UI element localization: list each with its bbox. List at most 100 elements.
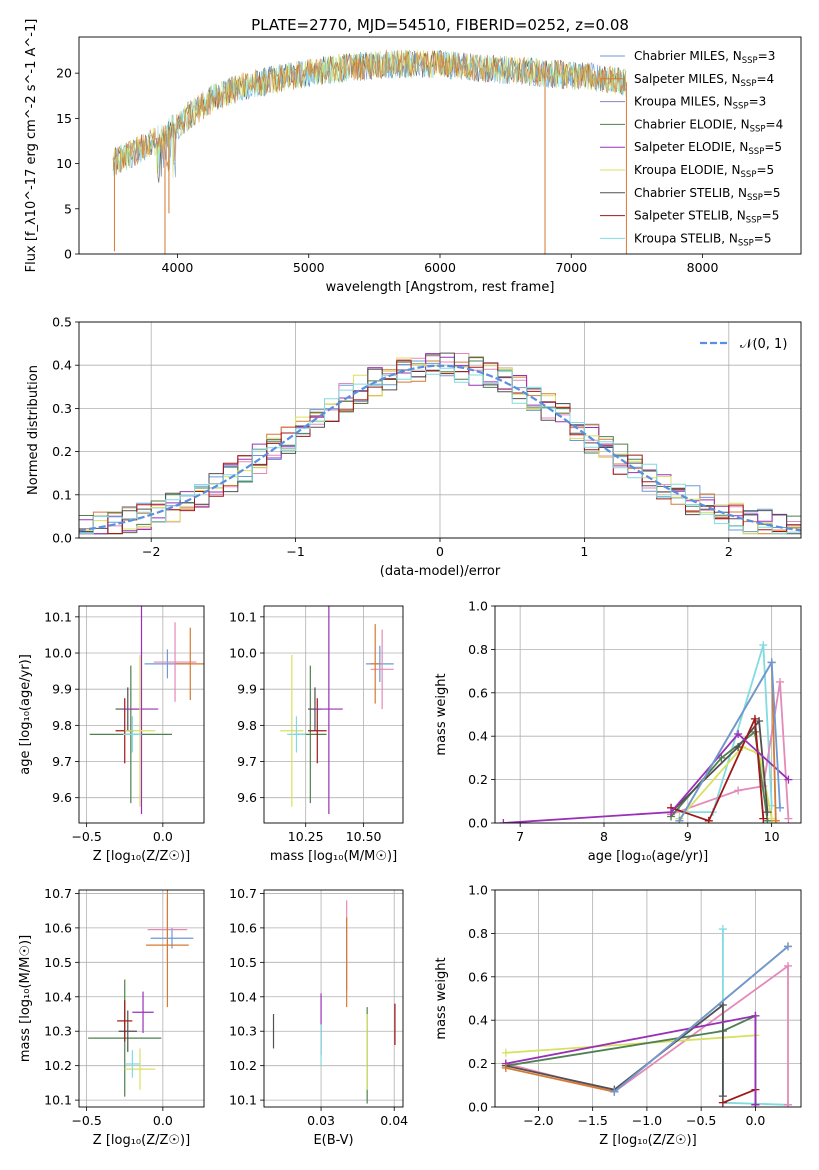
axes-age_vs_Z: −0.5 0.0 9.6 9.7 9.8 9.9 10.0 10.1 Z [log₁₀(Z/Z☉… bbox=[18, 605, 205, 864]
y-tick-label: 10.1 bbox=[229, 609, 257, 624]
y-tick-label: 10.6 bbox=[44, 920, 72, 935]
errorbar-point bbox=[370, 624, 380, 704]
legend-entry: Salpeter STELIB, NSSP=5 bbox=[600, 209, 779, 226]
legend-entry: Kroupa MILES, NSSP=3 bbox=[600, 95, 766, 112]
plot-area-mass_vs_Z bbox=[88, 890, 194, 1097]
y-tick-label: 10.0 bbox=[229, 646, 257, 661]
y-tick-label: 0.2 bbox=[468, 772, 488, 787]
gaussian-curve bbox=[79, 364, 801, 532]
spectrum-line bbox=[112, 49, 627, 176]
x-tick-label: 1 bbox=[580, 544, 588, 559]
weight-marker bbox=[784, 775, 793, 784]
y-tick-label: 10.3 bbox=[229, 1024, 257, 1039]
x-tick-label: 0.04 bbox=[380, 1113, 408, 1128]
x-tick-label: −1.5 bbox=[577, 1113, 607, 1128]
legend-label: Chabrier MILES, NSSP=3 bbox=[634, 49, 775, 66]
x-tick-label: −0.5 bbox=[71, 829, 101, 844]
plot-area-weight_vs_age bbox=[499, 641, 793, 823]
x-tick-label: 7 bbox=[516, 829, 524, 844]
axes-weight_vs_Z: −2.0 −1.5 −1.0 −0.5 0.0 0.0 0.2 0.4 0.6 0.8 1.0 Z [… bbox=[434, 883, 802, 1148]
weight-marker bbox=[767, 658, 776, 667]
y-tick-label: 0.8 bbox=[468, 642, 488, 657]
y-tick-label: 0.8 bbox=[468, 926, 488, 941]
y-tick-label: 10.7 bbox=[229, 886, 257, 901]
errorbar-point bbox=[287, 716, 306, 753]
x-tick-label: 0.0 bbox=[153, 829, 173, 844]
x-tick-label: 0.03 bbox=[307, 1113, 335, 1128]
y-tick-label: 9.9 bbox=[52, 682, 72, 697]
y-axis-label: Flux [f_λ10^-17 erg cm^-2 s^-1 A^-1] bbox=[24, 19, 39, 273]
y-tick-label: 9.7 bbox=[52, 754, 72, 769]
weight-marker bbox=[751, 1100, 760, 1107]
y-tick-label: 0.5 bbox=[52, 315, 72, 330]
errorbar-point bbox=[124, 1050, 140, 1078]
weight-marker bbox=[763, 816, 772, 823]
x-tick-label: −1 bbox=[286, 544, 304, 559]
weight-marker bbox=[675, 816, 684, 823]
legend-label: 𝒩(0, 1) bbox=[740, 337, 787, 352]
weight-marker bbox=[718, 1001, 727, 1010]
weight-marker bbox=[667, 808, 676, 817]
weight-marker bbox=[771, 816, 780, 823]
y-tick-label: 15 bbox=[56, 111, 72, 126]
weight-marker bbox=[501, 1063, 510, 1072]
x-tick-label: 10 bbox=[764, 829, 780, 844]
axes-frame bbox=[494, 605, 802, 824]
x-axis-label: Z [log₁₀(Z/Z☉)] bbox=[93, 1133, 190, 1148]
y-tick-label: 10.6 bbox=[229, 920, 257, 935]
x-tick-label: 0.0 bbox=[745, 1113, 765, 1128]
weight-marker bbox=[759, 641, 768, 650]
y-tick-label: 0.6 bbox=[468, 969, 488, 984]
errorbar-point bbox=[132, 991, 154, 1033]
errorbar-point bbox=[117, 1000, 133, 1042]
weight-marker bbox=[501, 1048, 510, 1057]
histogram-series bbox=[79, 367, 801, 535]
y-tick-label: 9.8 bbox=[52, 718, 72, 733]
x-tick-label: 10.25 bbox=[288, 829, 324, 844]
y-axis-label: mass weight bbox=[434, 957, 449, 1039]
axes-frame bbox=[78, 889, 205, 1108]
x-tick-label: 8000 bbox=[687, 260, 719, 275]
legend-entry: Chabrier STELIB, NSSP=5 bbox=[600, 186, 781, 203]
x-axis-label: Z [log₁₀(Z/Z☉)] bbox=[93, 849, 190, 864]
weight-marker bbox=[776, 677, 785, 686]
axes-weight_vs_age: 7 8 9 10 0.0 0.2 0.4 0.6 0.8 1.0 age [log₁₀(age/yr… bbox=[434, 599, 802, 864]
weight-marker bbox=[750, 714, 759, 723]
y-tick-label: 10.0 bbox=[44, 646, 72, 661]
y-tick-label: 0.0 bbox=[468, 1100, 488, 1115]
weight-marker bbox=[718, 1098, 727, 1107]
weight-marker bbox=[783, 1100, 792, 1107]
legend-entry: Salpeter MILES, NSSP=4 bbox=[600, 72, 774, 89]
y-tick-label: 10.2 bbox=[44, 1058, 72, 1073]
x-axis-label: wavelength [Angstrom, rest frame] bbox=[326, 280, 555, 295]
plot-area-mass_vs_ebv bbox=[272, 900, 396, 1104]
axes-mass_vs_ebv: 0.03 0.04 10.1 10.2 10.3 10.4 10.5 10.6 10.7 E(B-… bbox=[229, 886, 408, 1148]
legend-label: Kroupa MILES, NSSP=3 bbox=[634, 95, 766, 112]
weight-marker bbox=[783, 942, 792, 951]
axes-spectrum: 4000 5000 6000 7000 8000 0 5 10 15 20 wavelength [… bbox=[24, 19, 802, 295]
weight-marker bbox=[755, 717, 764, 726]
errorbar-point bbox=[124, 654, 156, 807]
x-tick-label: −2.0 bbox=[523, 1113, 553, 1128]
y-tick-label: 9.6 bbox=[52, 790, 72, 805]
plot-area-weight_vs_Z bbox=[501, 925, 792, 1107]
y-tick-label: 0.0 bbox=[468, 816, 488, 831]
y-tick-label: 0.4 bbox=[52, 358, 72, 373]
y-tick-label: 1.0 bbox=[468, 599, 488, 614]
y-tick-label: 0.0 bbox=[52, 531, 72, 546]
weight-marker bbox=[718, 925, 727, 934]
errorbar-point bbox=[370, 629, 394, 710]
errorbar-point bbox=[118, 1010, 137, 1052]
axes-mass_vs_Z: −0.5 0.0 10.1 10.2 10.3 10.4 10.5 10.6 10.7 Z [lo… bbox=[18, 886, 205, 1148]
weight-series bbox=[505, 1014, 757, 1105]
x-tick-label: 6000 bbox=[424, 260, 456, 275]
y-tick-label: 10.1 bbox=[44, 609, 72, 624]
y-axis-label: age [log₁₀(age/yr)] bbox=[18, 654, 33, 775]
weight-marker bbox=[763, 808, 772, 817]
errorbar-point bbox=[124, 1048, 156, 1090]
weight-series bbox=[670, 715, 765, 822]
errorbar-point bbox=[124, 606, 159, 814]
errorbar-point bbox=[146, 890, 189, 1008]
weight-marker bbox=[704, 816, 713, 823]
y-tick-label: 10.5 bbox=[44, 955, 72, 970]
